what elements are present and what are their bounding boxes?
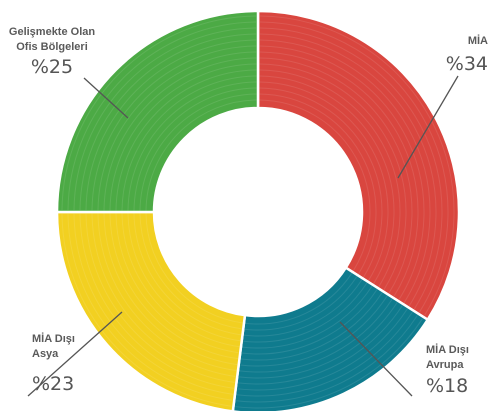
slice-texture-line (85, 39, 257, 211)
slice-texture-line (259, 99, 371, 272)
slice-name-text: Ofis Bölgeleri (16, 41, 88, 53)
slice-texture-line (139, 93, 257, 211)
slice-label-mi-a: MİA %34 (397, 34, 488, 179)
slice-texture-line (133, 87, 257, 211)
slice-texture-line (259, 27, 443, 310)
leader-line (339, 321, 413, 397)
slice-texture-line (139, 213, 243, 330)
slice-texture-line (236, 311, 413, 397)
slice-texture-line (259, 21, 449, 313)
slice-texture-line (239, 298, 393, 373)
donut-slice-mi-a-disi-asya (55, 210, 247, 411)
slice-texture-line (67, 213, 233, 401)
slice-texture-line (259, 81, 389, 281)
slice-texture-line (67, 21, 257, 211)
slice-texture-line (91, 213, 236, 377)
slice-texture-line (127, 81, 257, 211)
slice-texture-line (259, 87, 383, 278)
slice-name-text: Asya (32, 348, 59, 360)
slice-texture-line (259, 45, 425, 300)
slice-texture-line (91, 45, 257, 211)
slice-texture-line (97, 51, 257, 211)
slice-texture-line (121, 75, 257, 211)
slice-percent-text: %18 (426, 375, 468, 397)
slice-texture-line (236, 315, 418, 403)
slice-texture-line (73, 27, 257, 211)
slice-texture-line (103, 213, 238, 366)
leader-line (27, 311, 123, 397)
slice-texture-line (121, 213, 240, 348)
slice-name-text: MİA Dışı (32, 332, 75, 345)
slice-texture-line (237, 308, 408, 391)
slice-texture-line (103, 57, 257, 211)
donut-slice-gelismekte-olan-ofis-bolgeleri (55, 9, 260, 214)
slice-label-mi-a-disi-avrupa: MİA Dışı Avrupa %18 (339, 321, 469, 397)
slice-texture-line (241, 289, 378, 355)
slice-texture-line (242, 282, 368, 343)
slice-texture-line (259, 33, 437, 307)
donut-slice-mi-a (256, 9, 461, 322)
slice-texture-line (242, 285, 373, 349)
slice-texture-line (79, 213, 234, 389)
slice-texture-line (145, 99, 257, 211)
slice-texture-line (61, 213, 232, 407)
slice-texture-line (235, 318, 423, 409)
slice-texture-line (240, 292, 383, 361)
slice-texture-line (97, 213, 237, 372)
slice-texture-line (109, 213, 239, 360)
slice-texture-line (259, 51, 419, 297)
slice-texture-line (133, 213, 242, 336)
slice-texture-line (245, 272, 353, 325)
slice-texture-line (259, 75, 395, 284)
slice-name-text: MİA (468, 34, 488, 47)
slice-percent-text: %34 (446, 53, 488, 75)
slice-texture-line (240, 295, 388, 367)
slice-label-mi-a-disi-asya: MİA Dışı Asya %23 (27, 311, 123, 397)
slice-texture-line (259, 93, 377, 275)
slice-texture-line (244, 275, 358, 331)
slice-texture-line (127, 213, 241, 342)
slice-texture-line (259, 63, 407, 291)
slice-texture-line (238, 305, 403, 385)
slice-texture-line (259, 69, 401, 288)
slice-texture-line (145, 213, 243, 324)
leader-line (397, 75, 459, 179)
slice-texture-line (79, 33, 257, 211)
slice-name-text: Gelişmekte Olan (9, 26, 95, 38)
slice-texture-line (238, 302, 398, 379)
slice-texture-line (115, 69, 257, 211)
slice-texture-line (259, 39, 431, 303)
slice-texture-line (73, 213, 234, 395)
slice-name-text: MİA Dışı (426, 343, 469, 356)
slice-texture-line (115, 213, 239, 354)
slice-name-text: Avrupa (426, 359, 464, 371)
slice-texture-line (259, 15, 455, 316)
slice-texture-line (243, 279, 363, 337)
leader-line (83, 77, 129, 119)
slice-percent-text: %25 (31, 56, 73, 78)
slice-texture-line (85, 213, 235, 383)
slice-texture-line (61, 15, 257, 211)
slice-texture-line (109, 63, 257, 211)
slice-label-gelismekte-olan-ofis-bolgeleri: Gelişmekte Olan Ofis Bölgeleri %25 (9, 26, 129, 119)
slice-texture-line (259, 57, 413, 294)
slice-percent-text: %23 (32, 373, 74, 395)
